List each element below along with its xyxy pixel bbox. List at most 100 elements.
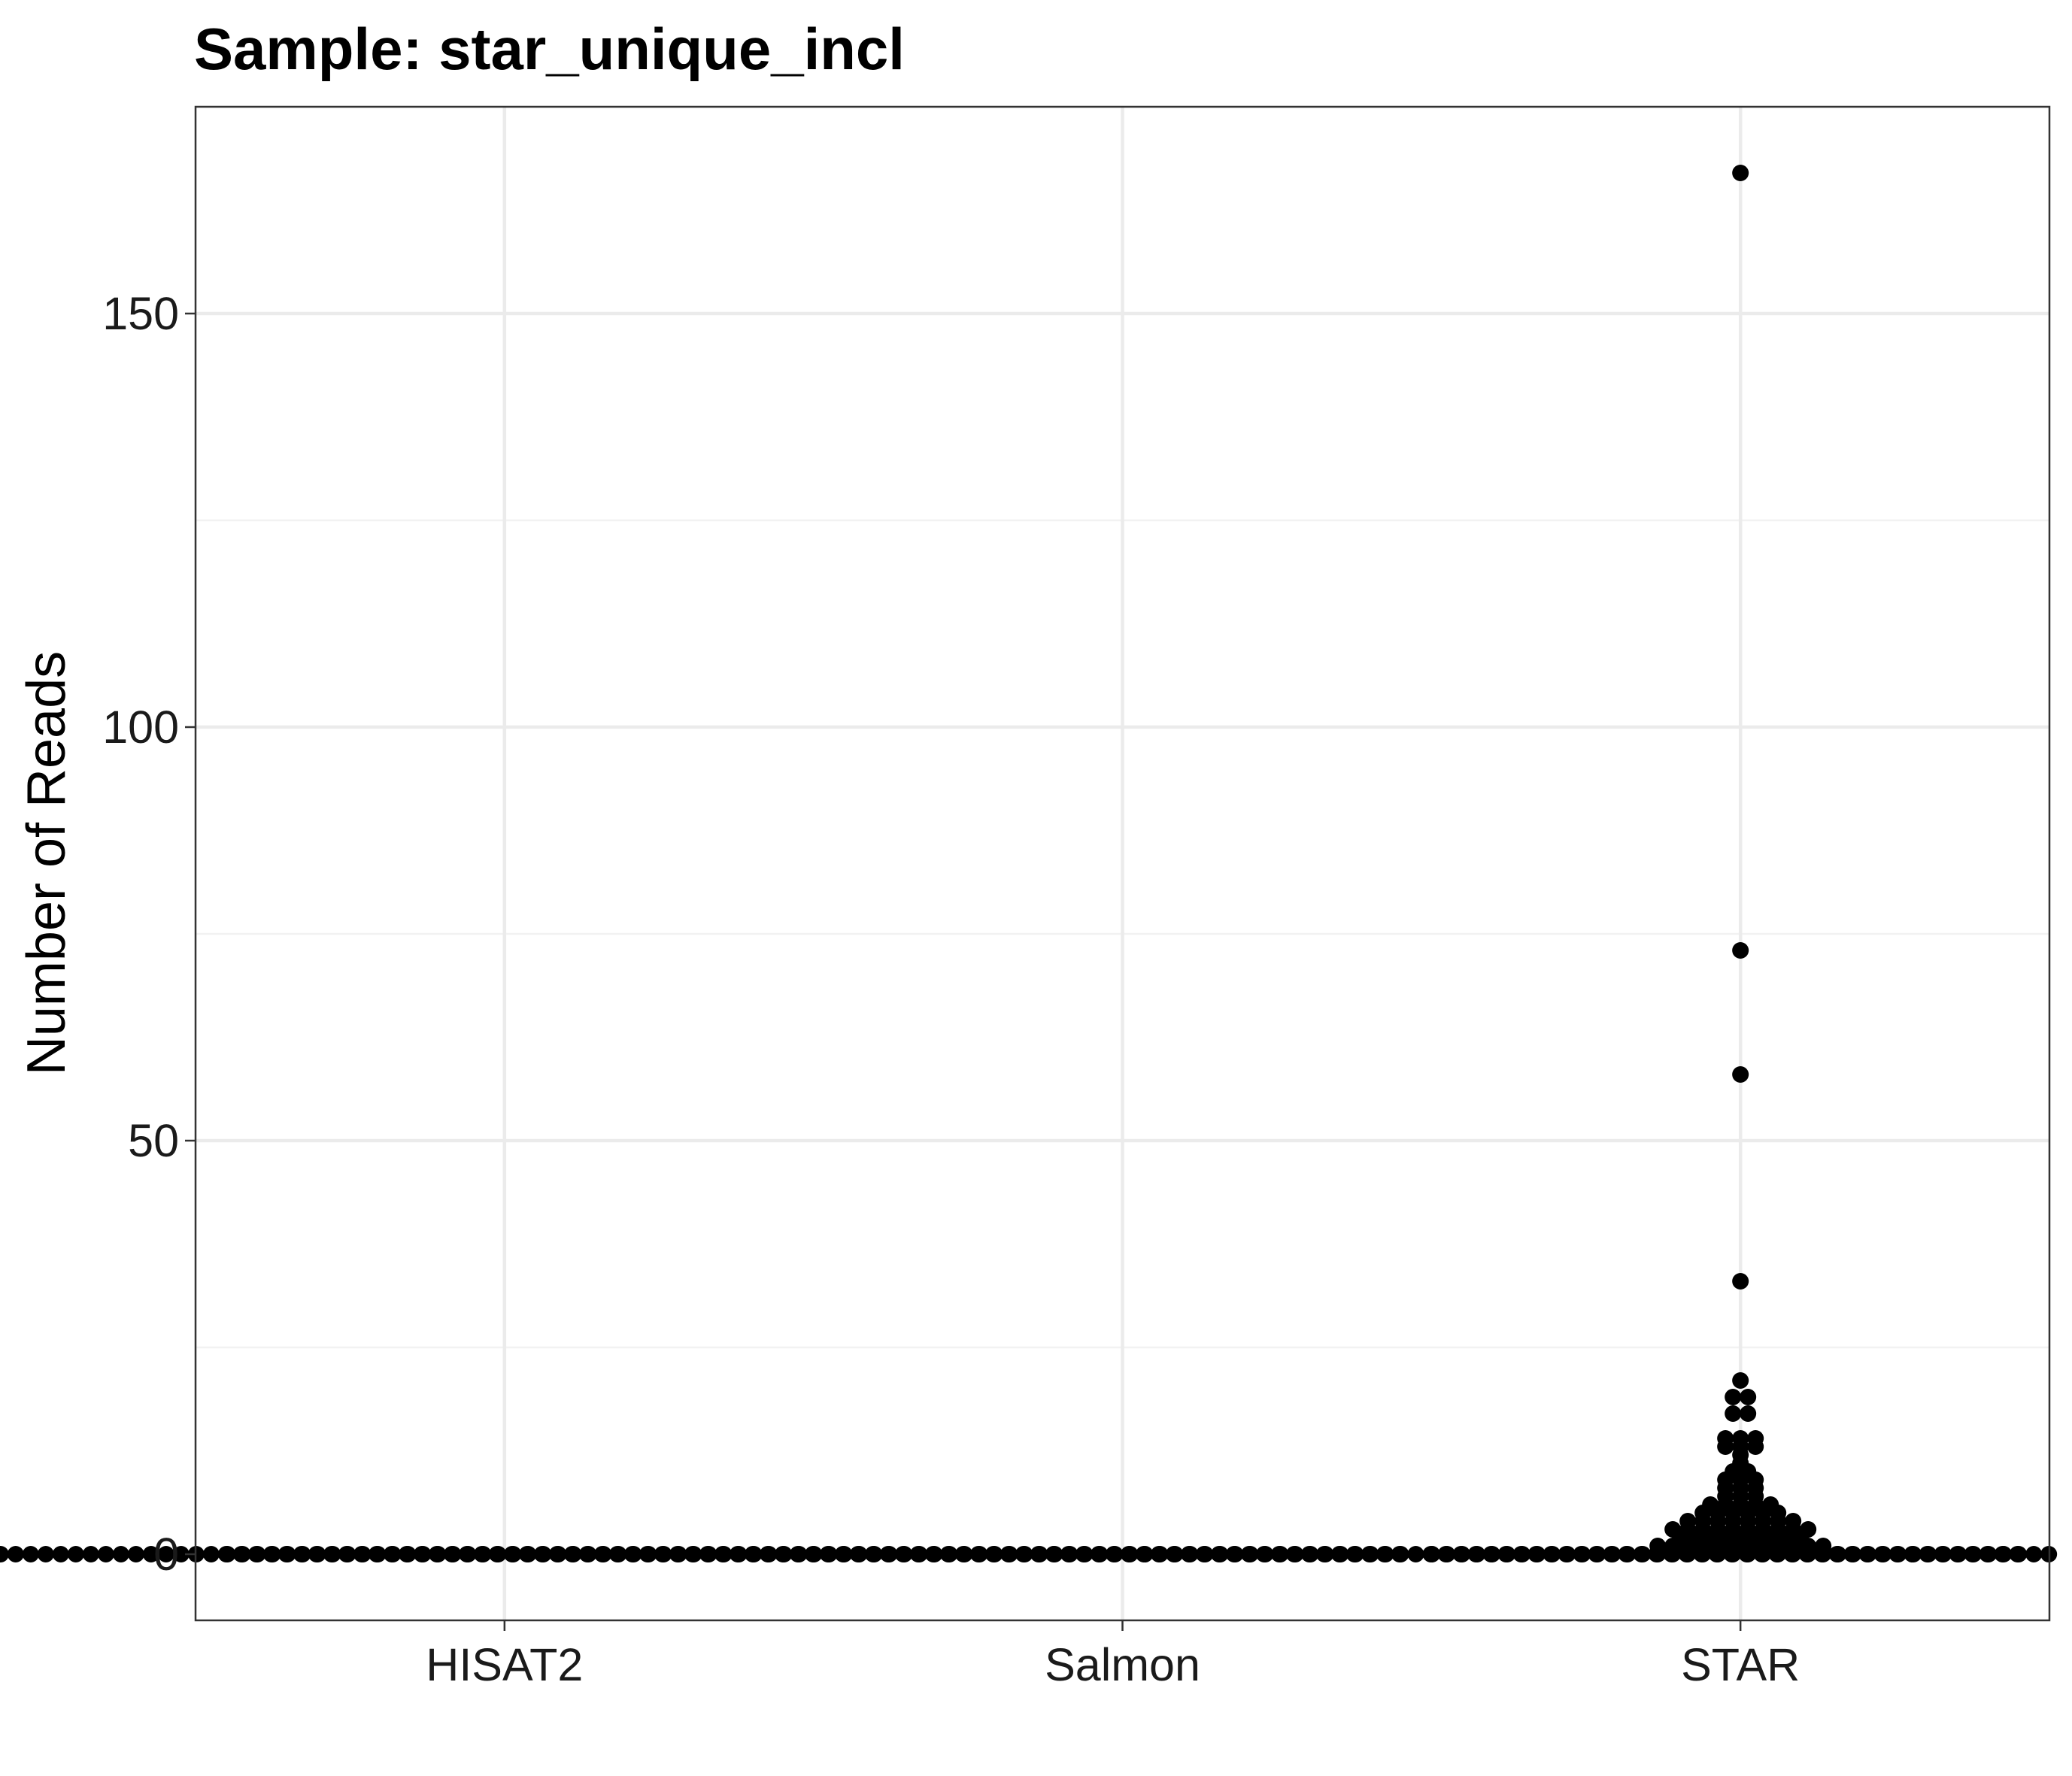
data-point — [1454, 1546, 1471, 1562]
chart-title: Sample: star_unique_incl — [194, 16, 905, 82]
data-point — [836, 1546, 853, 1562]
data-point — [1935, 1546, 1952, 1562]
data-point — [1484, 1546, 1501, 1562]
x-tick-label: Salmon — [1045, 1639, 1200, 1690]
data-point — [775, 1546, 793, 1562]
data-point — [700, 1546, 717, 1562]
data-point — [1001, 1546, 1018, 1562]
data-point — [1905, 1546, 1922, 1562]
data-point — [1995, 1546, 2013, 1562]
data-point — [490, 1546, 507, 1562]
data-point — [22, 1546, 39, 1562]
y-tick-label: 100 — [102, 702, 179, 753]
data-point — [475, 1546, 492, 1562]
data-point — [369, 1546, 387, 1562]
data-point — [1407, 1546, 1424, 1562]
data-point — [565, 1546, 582, 1562]
data-point — [1272, 1546, 1289, 1562]
data-point — [1377, 1546, 1394, 1562]
data-point — [685, 1546, 702, 1562]
data-point — [655, 1546, 672, 1562]
data-point — [460, 1546, 477, 1562]
data-point — [1529, 1546, 1546, 1562]
data-point — [956, 1546, 973, 1562]
data-point — [1574, 1546, 1591, 1562]
data-point — [1800, 1521, 1817, 1538]
data-point — [234, 1546, 251, 1562]
data-point — [1740, 1405, 1757, 1422]
data-point — [520, 1546, 537, 1562]
data-point — [1815, 1538, 1832, 1554]
data-point — [219, 1546, 236, 1562]
y-tick-label: 150 — [102, 288, 179, 339]
points-layer — [0, 165, 2058, 1562]
data-point — [1317, 1546, 1334, 1562]
data-point — [1499, 1546, 1516, 1562]
data-point — [384, 1546, 402, 1562]
data-point — [1890, 1546, 1907, 1562]
data-point — [535, 1546, 552, 1562]
data-point — [157, 1546, 174, 1562]
data-point — [1559, 1546, 1576, 1562]
data-point — [1732, 165, 1749, 181]
data-point — [1197, 1546, 1214, 1562]
data-point — [1702, 1496, 1719, 1513]
data-point — [1860, 1546, 1877, 1562]
data-point — [625, 1546, 642, 1562]
data-point — [790, 1546, 808, 1562]
data-point — [971, 1546, 988, 1562]
data-point — [294, 1546, 311, 1562]
data-point — [1544, 1546, 1561, 1562]
data-point — [1725, 1389, 1742, 1405]
data-point — [1016, 1546, 1033, 1562]
data-point — [1106, 1546, 1124, 1562]
data-point — [896, 1546, 913, 1562]
data-point — [805, 1546, 823, 1562]
y-tick-label: 50 — [128, 1115, 179, 1166]
data-point — [1762, 1496, 1779, 1513]
data-point — [1604, 1546, 1621, 1562]
data-point — [881, 1546, 898, 1562]
data-point — [595, 1546, 612, 1562]
data-point — [1732, 1430, 1749, 1447]
data-point — [0, 1546, 9, 1562]
data-point — [1091, 1546, 1109, 1562]
data-point — [279, 1546, 296, 1562]
data-point — [1732, 1273, 1749, 1290]
data-point — [1362, 1546, 1379, 1562]
data-point — [399, 1546, 417, 1562]
data-point — [67, 1546, 84, 1562]
data-point — [1302, 1546, 1319, 1562]
data-point — [670, 1546, 687, 1562]
data-point — [745, 1546, 763, 1562]
data-point — [1046, 1546, 1063, 1562]
data-point — [911, 1546, 928, 1562]
data-point — [1980, 1546, 1998, 1562]
data-point — [851, 1546, 868, 1562]
x-tick-label: STAR — [1681, 1639, 1800, 1690]
data-point — [142, 1546, 159, 1562]
data-point — [505, 1546, 522, 1562]
data-point — [1227, 1546, 1244, 1562]
data-point — [640, 1546, 657, 1562]
data-point — [414, 1546, 432, 1562]
data-point — [202, 1546, 220, 1562]
grid-layer — [196, 107, 2049, 1620]
data-point — [1785, 1513, 1802, 1529]
data-point — [1732, 942, 1749, 959]
data-point — [37, 1546, 54, 1562]
data-point — [1061, 1546, 1078, 1562]
data-point — [580, 1546, 597, 1562]
data-point — [926, 1546, 943, 1562]
data-point — [264, 1546, 281, 1562]
data-point — [1664, 1521, 1682, 1538]
data-point — [127, 1546, 144, 1562]
data-point — [1920, 1546, 1937, 1562]
data-point — [249, 1546, 266, 1562]
data-point — [715, 1546, 733, 1562]
data-point — [730, 1546, 748, 1562]
data-point — [444, 1546, 462, 1562]
data-point — [1514, 1546, 1531, 1562]
data-point — [52, 1546, 69, 1562]
